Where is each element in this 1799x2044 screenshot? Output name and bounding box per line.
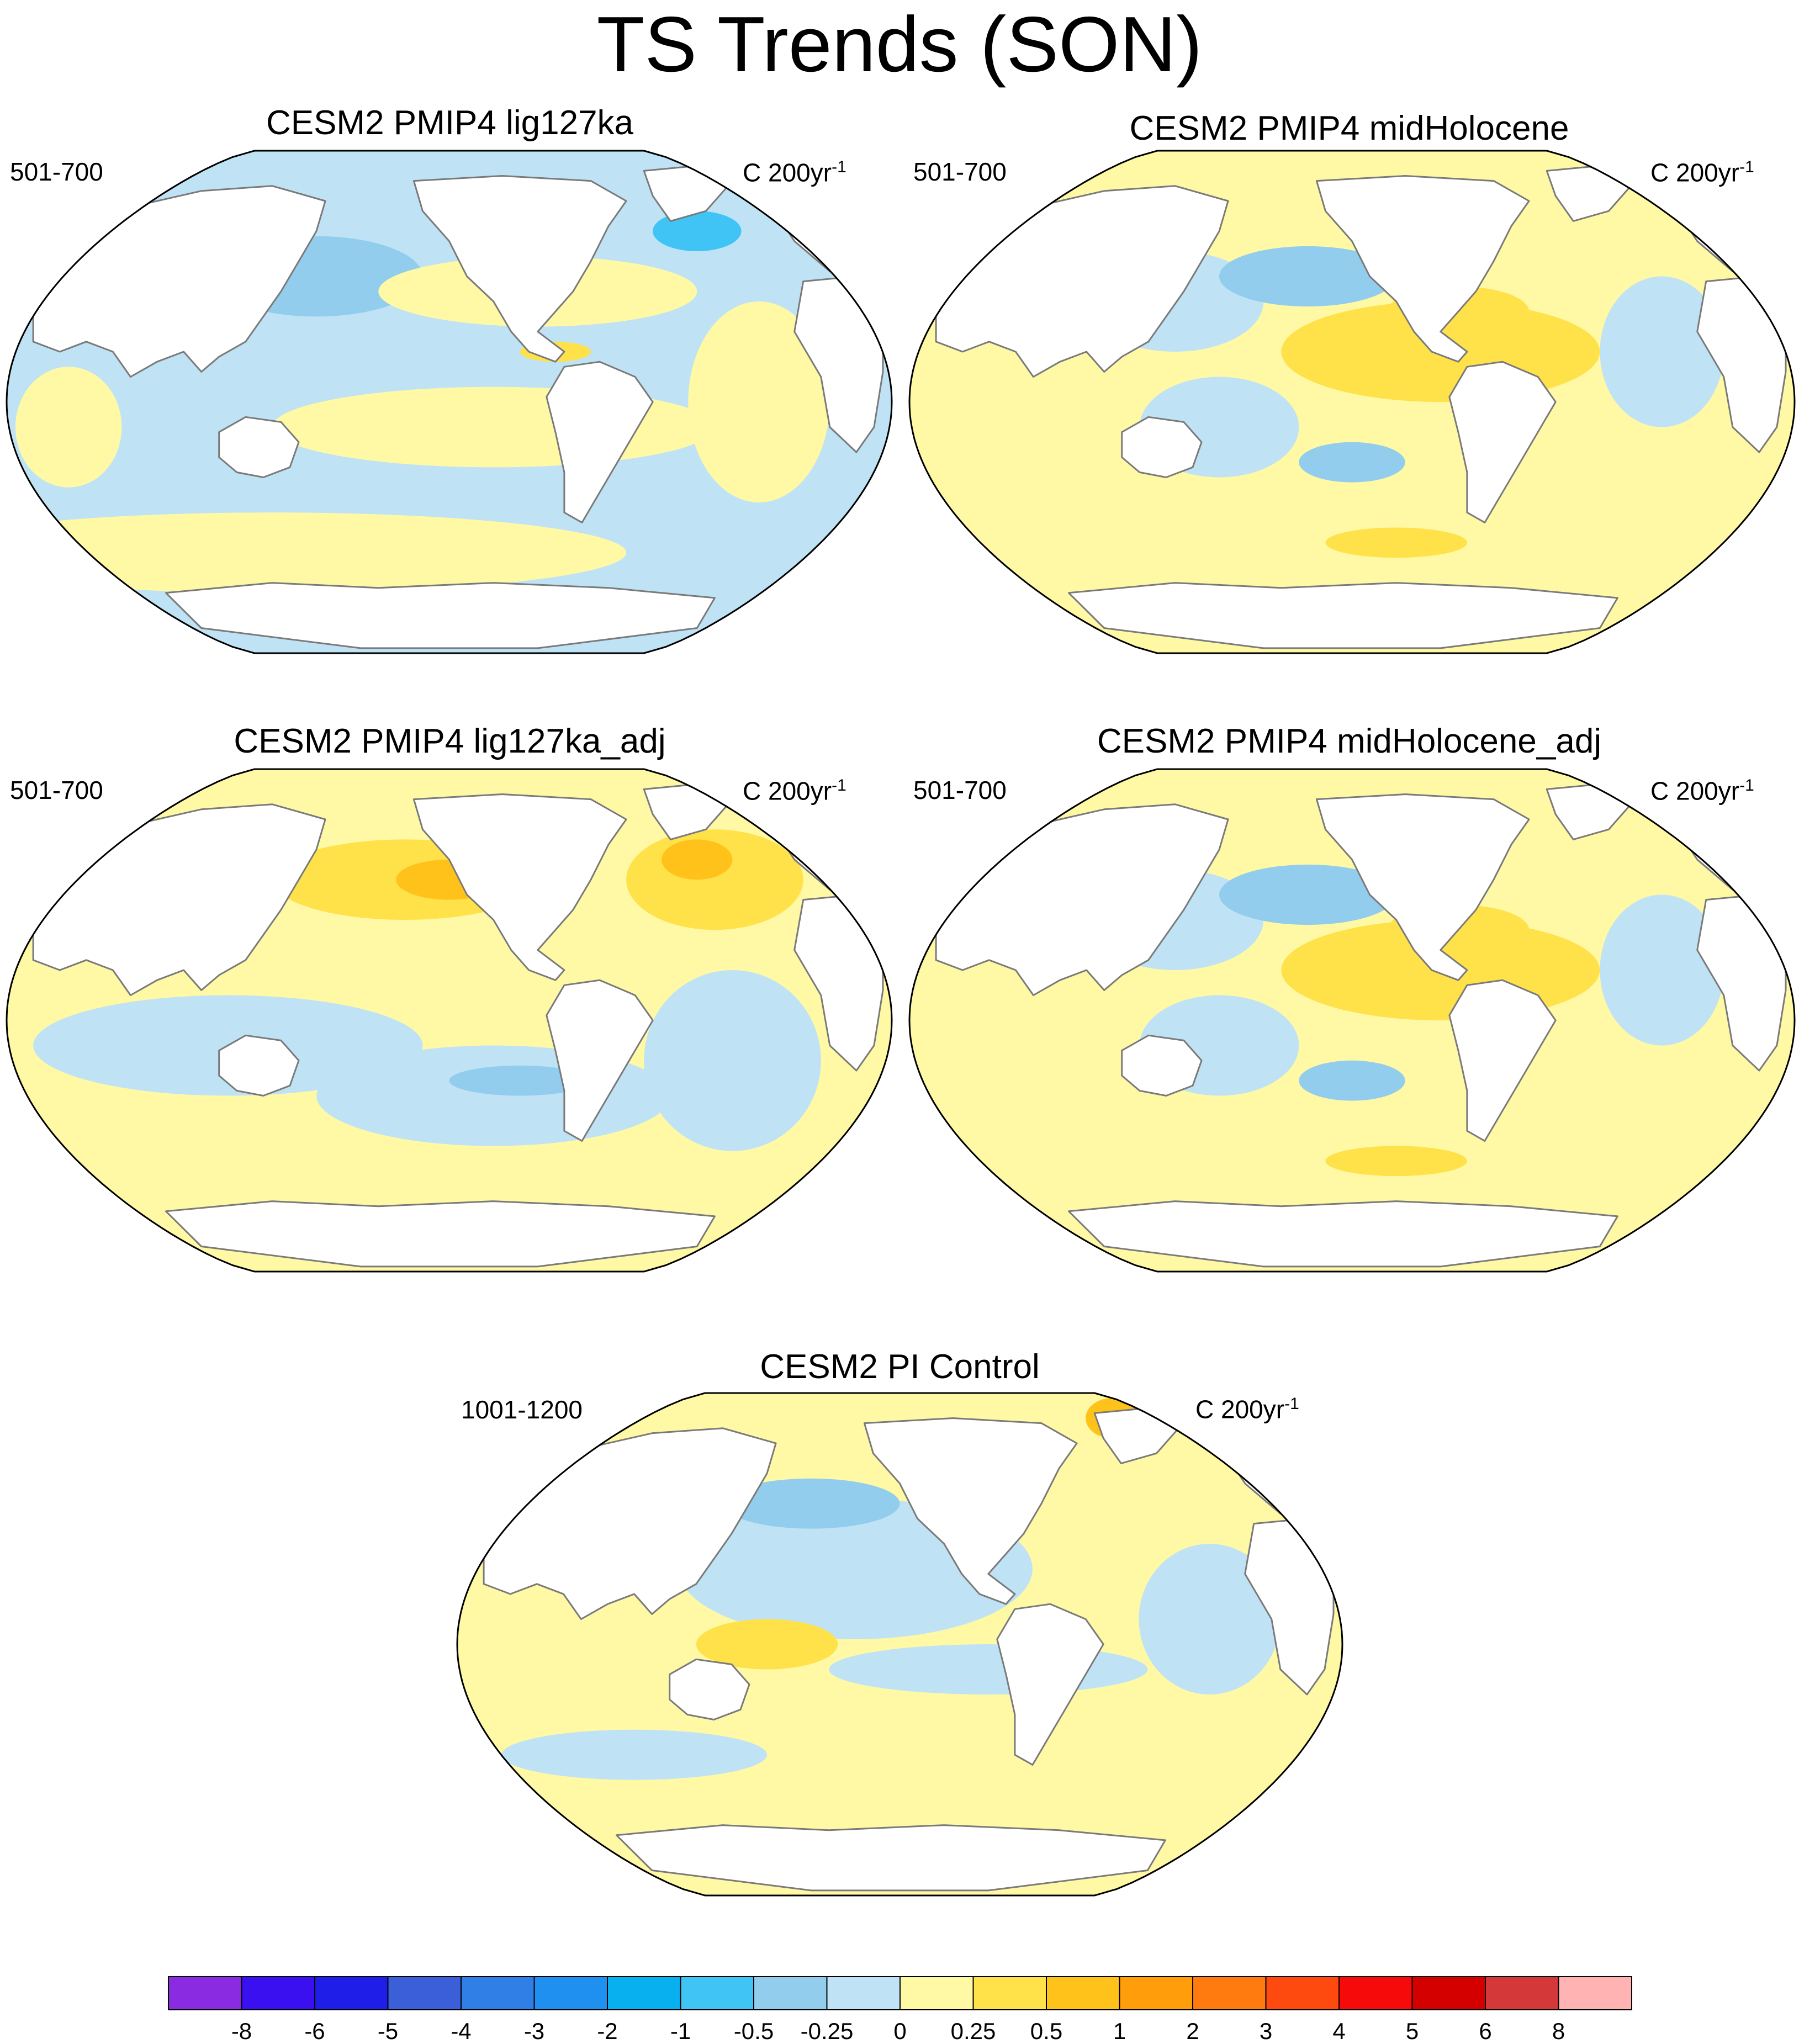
anomaly-patch [1219,246,1396,307]
panel-midHolocene-adj: CESM2 PMIP4 midHolocene_adj 501-700 C 20… [900,718,1799,1281]
colorbar-tick-label: 3 [1259,2018,1273,2044]
anomaly-patch [1219,864,1396,925]
colorbar-tick-label: 1 [1113,2018,1126,2044]
panel-years: 501-700 [913,776,1007,804]
colorbar-tick-label: 6 [1479,2018,1492,2044]
land-samerica [1448,361,1557,523]
anomaly-patch [1600,276,1724,427]
anomaly-patch [1299,442,1405,483]
colorbar-tick-label: 0 [893,2018,907,2044]
panel-midHolocene: CESM2 PMIP4 midHolocene 501-700 C 200yr-… [900,99,1799,663]
land-samerica [996,1603,1104,1766]
land-namerica [863,1417,1078,1605]
panel-title: CESM2 PMIP4 lig127ka_adj [234,722,666,760]
land-antarctica [1068,582,1618,649]
anomaly-patch [1600,894,1724,1046]
colorbar-tick-label: 0.25 [950,2018,996,2044]
anomaly-patch [696,1619,838,1670]
panel-years: 1001-1200 [461,1395,583,1424]
panel-lig127ka: CESM2 PMIP4 lig127ka 501-700 C 200yr-1 [0,99,900,663]
land-namerica [1315,175,1530,363]
colorbar-tick-label: -3 [523,2018,545,2044]
map-frame [6,768,893,1273]
map-frame [456,1392,1343,1897]
colorbar-tick-label: -4 [451,2018,472,2044]
colorbar-tick-label: 5 [1405,2018,1419,2044]
map-frame [908,768,1796,1273]
figure-title: TS Trends (SON) [596,1,1203,88]
colorbar-tick-label: 0.5 [1030,2018,1063,2044]
anomaly-patch [1325,527,1467,558]
anomaly-patch [15,367,122,488]
land-namerica [412,793,627,981]
colorbar-tick-label: -2 [597,2018,618,2044]
anomaly-patch [662,839,733,880]
panel-years: 501-700 [10,776,103,804]
land-namerica [412,175,627,363]
land-antarctica [616,1824,1166,1892]
panel-title: CESM2 PMIP4 lig127ka [266,104,634,142]
land-antarctica [1068,1200,1618,1268]
anomaly-patch [449,1065,591,1096]
land-antarctica [165,582,716,649]
panel-units: C 200yr-1 [1650,776,1754,806]
land-australia [218,1034,300,1097]
colorbar-tick-label: -5 [377,2018,399,2044]
panel-title: CESM2 PMIP4 midHolocene_adj [1097,722,1602,760]
land-samerica [1448,979,1557,1142]
land-samerica [546,979,654,1142]
panel-piControl: CESM2 PI Control 1001-1200 C 200yr-1 [450,1336,1350,1905]
colorbar-tick-label: -6 [304,2018,325,2044]
panel-units: C 200yr-1 [1195,1395,1299,1424]
anomaly-patch [1325,1146,1467,1177]
land-samerica [546,361,654,523]
map-lig127ka_adj [6,768,893,1273]
colorbar-tick-label: -1 [670,2018,691,2044]
anomaly-patch [644,970,821,1151]
anomaly-patch [1299,1060,1405,1101]
map-frame [908,150,1796,654]
panel-title: CESM2 PI Control [760,1348,1040,1386]
panel-years: 501-700 [10,157,103,186]
panel-units: C 200yr-1 [743,776,846,806]
map-midHolocene_adj [908,768,1796,1273]
anomaly-patch [1139,1544,1281,1694]
colorbar-tick-label: -0.25 [800,2018,854,2044]
colorbar-tick-label: -8 [231,2018,252,2044]
panel-title: CESM2 PMIP4 midHolocene [1129,109,1569,147]
land-australia [1121,416,1203,478]
colorbar-tick-label: 8 [1552,2018,1565,2044]
panel-units: C 200yr-1 [743,158,846,187]
map-piControl [456,1392,1343,1897]
land-namerica [1315,793,1530,981]
land-australia [669,1658,750,1720]
anomaly-patch [501,1729,767,1780]
anomaly-patch [653,211,742,251]
map-lig127ka [6,150,893,654]
panel-units: C 200yr-1 [1650,158,1754,187]
land-australia [1121,1034,1203,1097]
panel-lig127ka-adj: CESM2 PMIP4 lig127ka_adj 501-700 C 200yr… [0,718,900,1281]
panel-years: 501-700 [913,157,1007,186]
land-antarctica [165,1200,716,1268]
land-australia [218,416,300,478]
map-midHolocene [908,150,1796,654]
anomaly-patch [722,1478,900,1529]
colorbar-tick-label: 2 [1186,2018,1199,2044]
colorbar-tick-label: 4 [1332,2018,1346,2044]
map-frame [6,150,893,654]
colorbar-tick-label: -0.5 [733,2018,774,2044]
anomaly-patch [688,301,830,502]
